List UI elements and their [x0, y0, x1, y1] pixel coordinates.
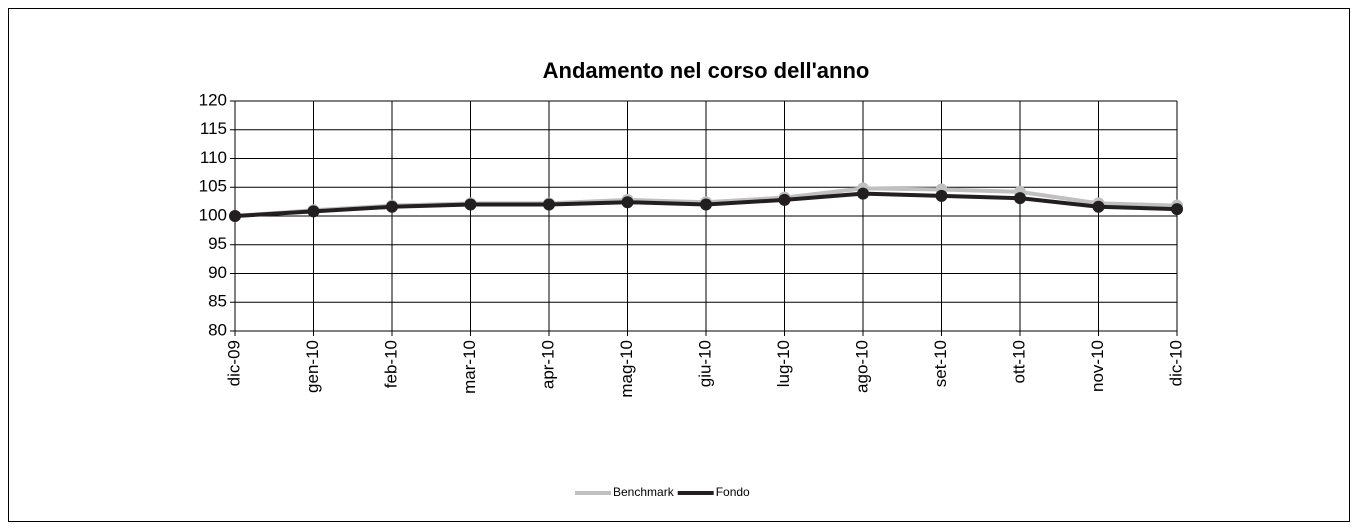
chart-frame	[8, 8, 1350, 522]
data-point	[1014, 192, 1026, 205]
x-tick-label: gen-10	[303, 340, 322, 393]
x-tick-label: feb-10	[381, 340, 400, 388]
x-tick-label: giu-10	[695, 340, 714, 387]
data-point	[543, 198, 555, 211]
y-tick-label: 110	[200, 148, 227, 167]
y-tick-label: 120	[199, 90, 227, 109]
data-point	[1171, 203, 1183, 216]
data-point	[700, 198, 712, 211]
x-tick-label: set-10	[931, 340, 950, 387]
x-tick-label: ott-10	[1009, 340, 1028, 383]
data-point	[307, 205, 320, 218]
data-point	[935, 189, 948, 202]
legend-label: Benchmark	[613, 485, 675, 499]
legend-label: Fondo	[716, 485, 750, 499]
data-point	[857, 187, 869, 200]
chart-title: Andamento nel corso dell'anno	[543, 58, 870, 83]
x-tick-label: dic-09	[224, 340, 243, 386]
y-tick-label: 85	[208, 292, 227, 311]
x-tick-label: nov-10	[1088, 340, 1107, 392]
data-point	[1092, 200, 1105, 213]
y-tick-label: 80	[208, 320, 227, 339]
data-point	[229, 210, 241, 222]
x-tick-label: mar-10	[460, 340, 479, 394]
y-tick-label: 105	[199, 177, 227, 196]
data-point	[464, 198, 477, 211]
y-tick-label: 100	[199, 205, 227, 224]
x-tick-label: apr-10	[538, 340, 557, 389]
x-tick-label: lug-10	[774, 340, 793, 387]
y-tick-label: 115	[200, 119, 227, 138]
x-tick-label: dic-10	[1166, 340, 1185, 386]
data-point	[386, 200, 398, 213]
x-tick-label: mag-10	[617, 340, 636, 398]
x-tick-label: ago-10	[852, 340, 871, 393]
y-tick-label: 90	[208, 263, 227, 282]
y-tick-label: 95	[208, 234, 227, 253]
data-point	[621, 196, 634, 209]
data-point	[778, 193, 791, 206]
